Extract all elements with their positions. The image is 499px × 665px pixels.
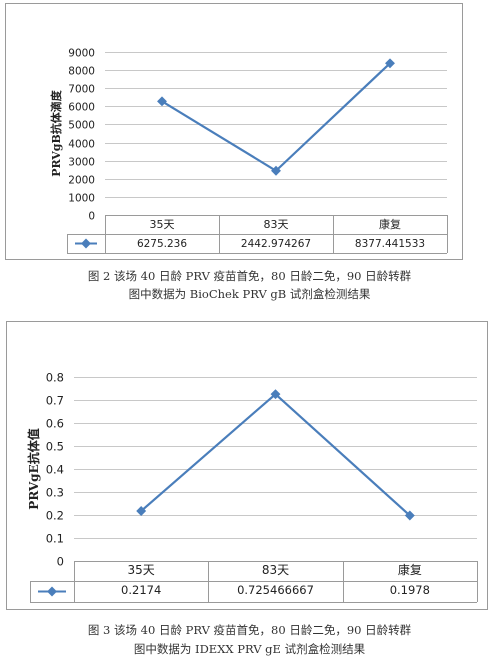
chart-1-category-label: 35天 — [150, 218, 175, 231]
chart-1-y-tick-label: 2000 — [68, 175, 95, 187]
chart-2-category-label: 35天 — [128, 563, 155, 577]
chart-1-y-tick-label: 3000 — [68, 157, 95, 169]
chart-2-data-value-label: 0.1978 — [390, 583, 430, 597]
chart-1-data-value-label: 6275.236 — [137, 238, 187, 250]
chart-1-y-tick-label: 4000 — [68, 139, 95, 151]
chart-1-svg: 0 1000 2000 3000 4000 5000 6000 7000 8000 9000 PRV… — [5, 3, 463, 260]
chart-2-y-tick-label: 0.5 — [46, 440, 64, 454]
chart-1-category-label: 83天 — [264, 218, 289, 231]
caption-2-line-1: 图 3 该场 40 日龄 PRV 疫苗首免，80 日龄二免，90 日龄转群 — [87, 623, 412, 637]
chart-2-legend-marker — [47, 586, 57, 597]
chart-1-y-tick-label: 0 — [88, 211, 95, 223]
chart-2-data-value-label: 0.2174 — [121, 583, 161, 597]
chart-1-y-tick-label: 7000 — [68, 84, 95, 96]
chart-2-y-tick-label: 0 — [57, 555, 64, 569]
chart-1-y-tick-label: 9000 — [68, 48, 95, 60]
caption-1-line-2: 图中数据为 BioChek PRV gB 试剂盒检测结果 — [128, 287, 371, 301]
chart-1-data-point — [157, 96, 167, 107]
chart-1-category-label: 康复 — [379, 217, 401, 231]
chart-1-data-point — [271, 165, 281, 176]
caption-2-line-2: 图中数据为 IDEXX PRV gE 试剂盒检测结果 — [133, 642, 366, 656]
chart-1-y-tick-label: 8000 — [68, 66, 95, 78]
chart-2-y-tick-label: 0.4 — [46, 463, 64, 477]
chart-2-y-tick-label: 0.7 — [46, 394, 64, 408]
chart-1-legend-marker — [81, 238, 91, 249]
chart-2-y-axis-label: PRVgE抗体值 — [26, 428, 41, 509]
chart-1-y-tick-label: 1000 — [68, 193, 95, 205]
chart-2-y-tick-label: 0.8 — [46, 371, 64, 385]
chart-panel-2: 0 0.1 0.2 0.3 0.4 0.5 0.6 0.7 0.8 PRVgE抗体值 35天 83天 康… — [0, 318, 499, 665]
chart-1-y-tick-label: 6000 — [68, 102, 95, 114]
caption-1-line-1: 图 2 该场 40 日龄 PRV 疫苗首免，80 日龄二免，90 日龄转群 — [87, 269, 412, 283]
chart-2-category-label: 83天 — [262, 563, 289, 577]
chart-1-data-value-label: 2442.974267 — [241, 238, 311, 250]
chart-2-data-value-label: 0.725466667 — [237, 583, 314, 597]
chart-2-category-label: 康复 — [398, 562, 422, 577]
chart-1-frame — [5, 3, 463, 260]
chart-2-y-tick-label: 0.2 — [46, 509, 64, 523]
chart-2-y-tick-label: 0.6 — [46, 417, 64, 431]
chart-2-y-tick-label: 0.1 — [46, 532, 64, 546]
chart-1-y-tick-label: 5000 — [68, 120, 95, 132]
chart-panel-1: 0 1000 2000 3000 4000 5000 6000 7000 8000 9000 PRV… — [0, 0, 499, 310]
chart-1-data-value-label: 8377.441533 — [355, 238, 425, 250]
chart-2-y-tick-label: 0.3 — [46, 486, 64, 500]
chart-2-svg: 0 0.1 0.2 0.3 0.4 0.5 0.6 0.7 0.8 PRVgE抗体值 35天 83天 康… — [6, 321, 488, 610]
chart-1-y-axis-label: PRVgB抗体滴度 — [49, 89, 63, 177]
